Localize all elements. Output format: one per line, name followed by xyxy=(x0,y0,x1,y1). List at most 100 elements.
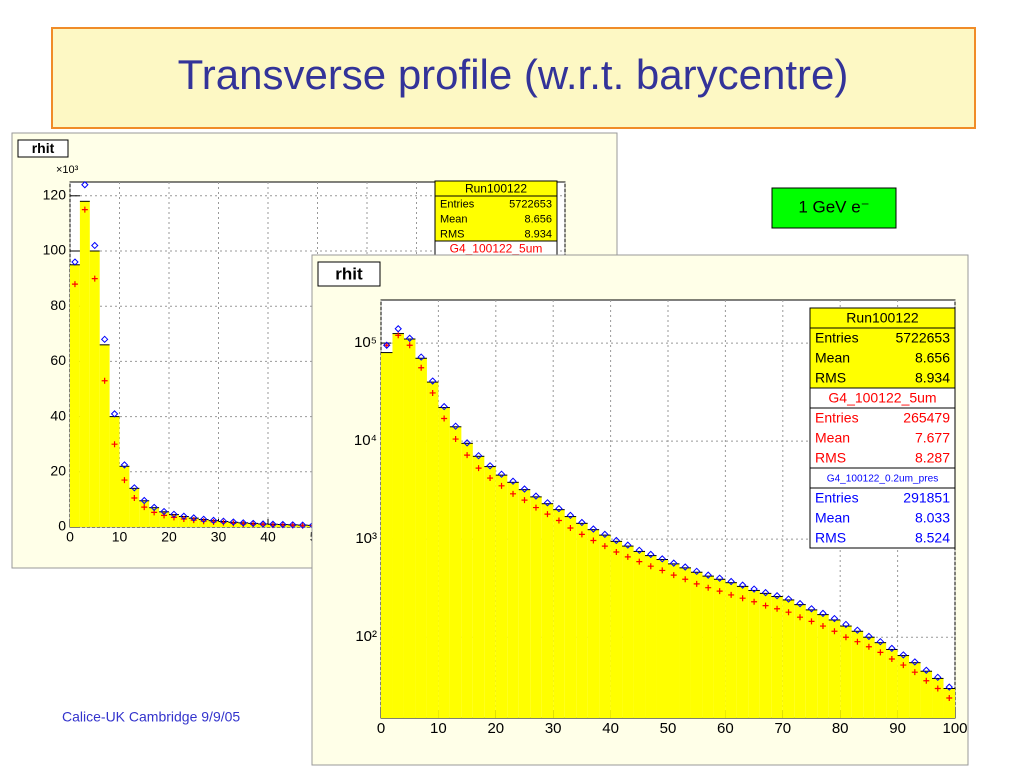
histogram-bar xyxy=(129,488,140,527)
stats-label: Mean xyxy=(440,213,468,225)
marker-cross xyxy=(141,504,148,511)
x-tick-label: 50 xyxy=(660,720,677,737)
stats-value: 8.934 xyxy=(524,228,552,240)
stats-value: 265479 xyxy=(903,410,950,426)
stats-box xyxy=(809,387,956,469)
stats-value: 291851 xyxy=(903,490,950,506)
histogram-bar xyxy=(932,678,944,718)
hist-name: rhit xyxy=(335,264,363,283)
marker-diamond xyxy=(612,536,621,545)
marker-diamond xyxy=(704,571,712,579)
histogram-bar xyxy=(943,688,955,718)
histogram-bar xyxy=(863,637,875,718)
stats-value: 8.287 xyxy=(915,450,950,466)
histogram-bar xyxy=(507,482,519,718)
marker-cross xyxy=(808,618,815,625)
marker-diamond xyxy=(140,496,148,505)
stats-label: Entries xyxy=(815,330,859,346)
marker-diamond xyxy=(160,507,168,516)
stats-label: RMS xyxy=(815,450,846,466)
marker-diamond xyxy=(807,605,816,613)
marker-diamond xyxy=(71,258,79,266)
stats-label: Entries xyxy=(440,198,475,210)
marker-diamond xyxy=(635,546,644,555)
marker-diamond xyxy=(289,521,297,529)
x-tick-label: 10 xyxy=(112,529,128,545)
y-tick-label: 40 xyxy=(50,407,66,423)
marker-diamond xyxy=(209,516,218,525)
marker-diamond xyxy=(497,470,506,478)
marker-cross xyxy=(464,452,471,459)
marker-diamond xyxy=(110,410,119,418)
stats-name: G4_100122_5um xyxy=(828,390,936,406)
histogram-bar xyxy=(109,416,120,527)
marker-cross xyxy=(161,512,168,519)
marker-diamond xyxy=(383,341,391,349)
marker-cross xyxy=(923,677,930,684)
marker-diamond xyxy=(463,439,471,447)
histogram-bar xyxy=(610,541,623,718)
marker-cross xyxy=(877,649,884,656)
histogram-bar xyxy=(576,523,588,718)
marker-cross xyxy=(739,595,746,602)
marker-diamond xyxy=(761,588,770,597)
histogram-bar xyxy=(656,559,668,718)
marker-cross xyxy=(854,638,861,645)
histogram-bar xyxy=(392,333,404,718)
marker-cross xyxy=(383,342,390,349)
y-tick-label: 10⁵ xyxy=(354,334,377,351)
marker-cross xyxy=(555,517,562,524)
histogram-bar xyxy=(599,535,611,718)
label-box xyxy=(771,187,897,229)
marker-diamond xyxy=(773,592,781,600)
marker-diamond xyxy=(532,492,540,500)
x-tick-label: 70 xyxy=(774,720,791,737)
marker-diamond xyxy=(566,511,575,520)
histogram-bar xyxy=(461,443,473,718)
histogram-bar xyxy=(119,466,130,527)
marker-diamond xyxy=(120,461,129,469)
marker-cross xyxy=(831,628,838,635)
histogram-bar xyxy=(840,626,852,718)
y-tick-label: 20 xyxy=(50,463,66,479)
marker-diamond xyxy=(298,521,307,529)
marker-diamond xyxy=(249,519,257,528)
marker-cross xyxy=(647,563,654,570)
marker-cross xyxy=(900,662,907,669)
marker-cross xyxy=(613,548,620,555)
stats-value: 5722653 xyxy=(509,198,552,210)
marker-diamond xyxy=(888,644,896,653)
histogram-panel: rhit 0 10 20 30 40 50 60 70 80 90 100 10² 10³ 10⁴ 10⁵ Ru… xyxy=(311,254,969,766)
stats-value: 7.677 xyxy=(915,430,950,446)
marker-diamond xyxy=(934,673,942,682)
marker-cross xyxy=(728,591,735,598)
y-tick-label: 80 xyxy=(50,297,66,313)
histogram-bar xyxy=(828,619,841,718)
marker-cross xyxy=(521,497,528,504)
marker-diamond xyxy=(279,520,287,529)
marker-cross xyxy=(601,543,608,550)
histogram-bar xyxy=(99,344,110,527)
marker-cross xyxy=(762,602,769,609)
histogram-bar xyxy=(794,604,806,718)
histogram-bar xyxy=(381,352,393,718)
title-box xyxy=(51,27,976,129)
histogram-bar xyxy=(771,596,783,718)
marker-diamond xyxy=(190,514,198,522)
x-tick-label: 40 xyxy=(260,529,276,545)
histogram-bar xyxy=(438,407,450,718)
marker-cross xyxy=(498,482,505,489)
marker-cross xyxy=(441,415,448,422)
marker-diamond xyxy=(647,550,655,559)
marker-cross xyxy=(888,655,895,662)
marker-cross xyxy=(670,572,677,579)
histogram-bar xyxy=(518,489,531,718)
x-tick-label: 60 xyxy=(717,720,734,737)
histogram-bar xyxy=(403,339,416,718)
histogram-bar xyxy=(472,456,485,718)
stats-value: 8.656 xyxy=(915,350,950,366)
x-tick-label: 0 xyxy=(66,529,74,545)
y-tick-label: 100 xyxy=(43,242,67,258)
marker-cross xyxy=(785,609,792,616)
marker-cross xyxy=(101,377,108,384)
